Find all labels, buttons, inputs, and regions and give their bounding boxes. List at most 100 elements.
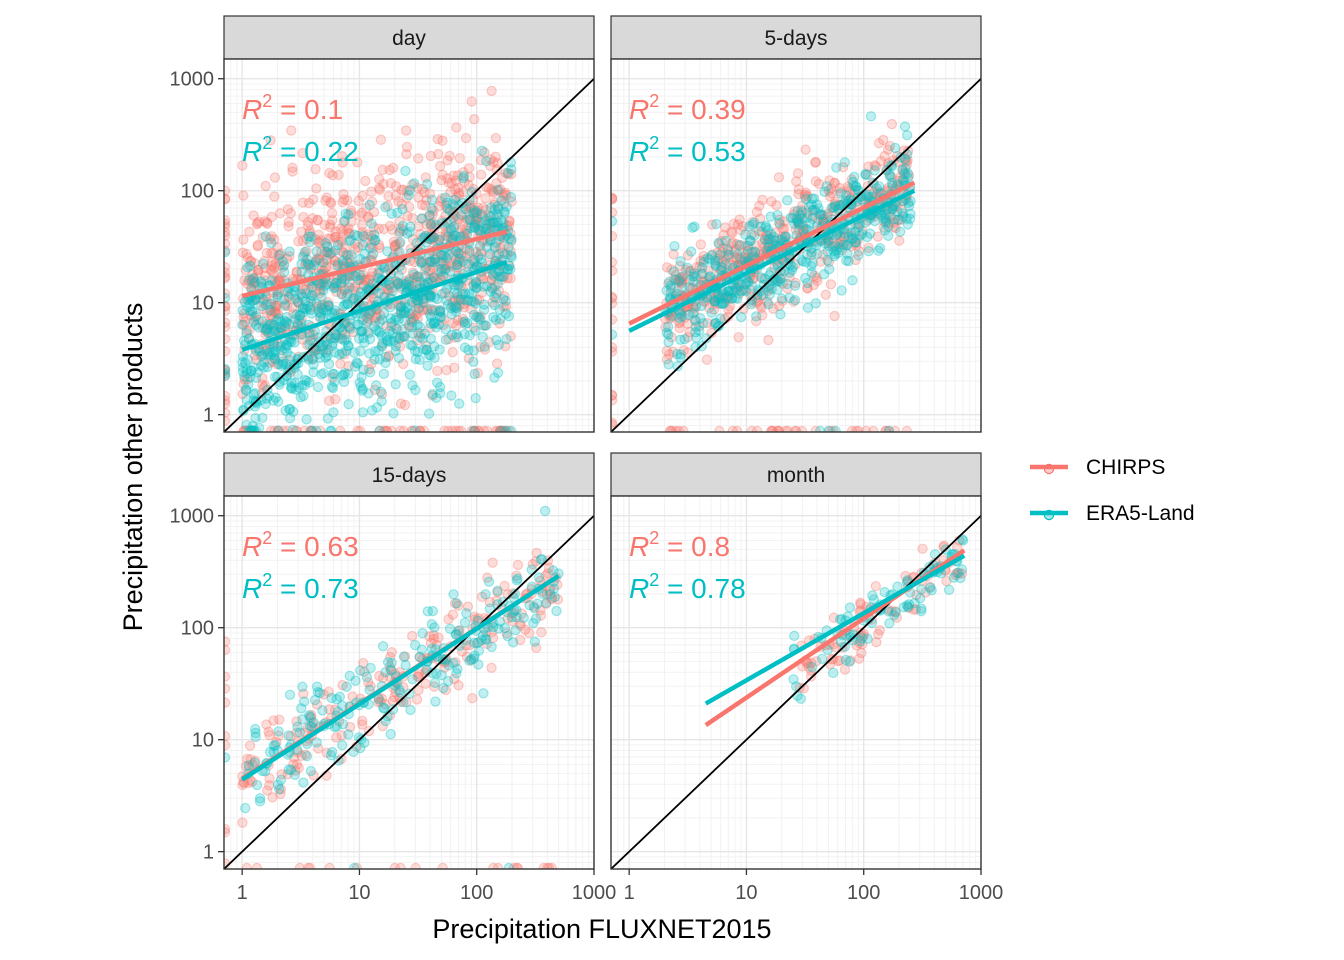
- scatter-point-zero-chirps: [880, 425, 892, 432]
- scatter-point-chirps: [470, 278, 482, 290]
- scatter-point-era5-land: [818, 269, 830, 280]
- scatter-point-chirps: [868, 187, 880, 198]
- scatter-point-era5-land: [285, 382, 297, 394]
- scatter-point-era5-land: [270, 392, 282, 403]
- scatter-point-chirps: [475, 311, 486, 322]
- scatter-point-era5-land: [294, 310, 306, 322]
- scatter-point-zero-x-chirps: [224, 227, 231, 238]
- scatter-point-chirps: [500, 341, 511, 352]
- scatter-point-era5-land: [463, 259, 474, 270]
- scatter-point-chirps: [377, 672, 389, 684]
- scatter-point-zero-chirps: [504, 425, 515, 432]
- scatter-point-era5-land: [358, 364, 369, 375]
- scatter-point-era5-land: [401, 302, 413, 314]
- scatter-point-era5-land: [452, 302, 463, 314]
- scatter-point-era5-land: [246, 305, 258, 316]
- scatter-point-chirps: [878, 216, 890, 227]
- scatter-point-chirps: [774, 272, 786, 284]
- scatter-point-chirps: [261, 247, 273, 259]
- scatter-point-chirps: [850, 254, 861, 266]
- scatter-point-era5-land: [320, 347, 332, 358]
- scatter-point-chirps: [491, 177, 502, 189]
- scatter-point-era5-land: [304, 260, 315, 271]
- scatter-point-era5-land: [720, 235, 732, 247]
- scatter-point-chirps: [303, 197, 315, 209]
- scatter-point-zero-chirps: [269, 425, 280, 432]
- scatter-point-era5-land: [464, 213, 476, 225]
- scatter-point-era5-land: [284, 246, 295, 257]
- scatter-point-era5-land: [902, 168, 914, 179]
- scatter-point-chirps: [499, 198, 510, 209]
- scatter-point-chirps: [796, 205, 807, 216]
- scatter-point-chirps: [414, 651, 425, 663]
- scatter-point-chirps: [429, 273, 441, 284]
- scatter-point-chirps: [293, 236, 304, 247]
- scatter-point-chirps: [545, 583, 556, 594]
- scatter-point-chirps: [376, 388, 388, 400]
- scatter-point-chirps: [368, 293, 380, 304]
- scatter-point-chirps: [282, 768, 293, 780]
- scatter-point-chirps: [424, 188, 436, 199]
- x-tick-label: 10: [348, 882, 370, 904]
- scatter-point-era5-land: [388, 408, 399, 419]
- scatter-point-era5-land: [551, 605, 562, 617]
- scatter-point-era5-land: [363, 327, 374, 339]
- scatter-point-chirps: [308, 329, 319, 340]
- scatter-point-era5-land: [496, 215, 507, 226]
- scatter-point-era5-land: [740, 229, 751, 240]
- scatter-point-era5-land: [323, 358, 335, 370]
- scatter-point-chirps: [407, 267, 419, 278]
- scatter-point-chirps: [425, 290, 436, 301]
- scatter-point-zero-x-chirps: [611, 346, 618, 357]
- scatter-point-chirps: [388, 236, 400, 247]
- scatter-point-era5-land: [248, 273, 259, 284]
- scatter-point-chirps: [797, 220, 809, 231]
- scatter-point-era5-land: [297, 714, 308, 725]
- scatter-point-chirps: [878, 222, 889, 233]
- scatter-point-chirps: [872, 628, 884, 640]
- scatter-point-chirps: [359, 666, 370, 678]
- scatter-point-zero-chirps: [272, 425, 284, 432]
- scatter-point-era5-land: [723, 285, 735, 297]
- scatter-point-chirps: [750, 240, 761, 251]
- scatter-point-era5-land: [478, 304, 490, 316]
- scatter-point-chirps: [731, 253, 743, 265]
- scatter-point-era5-land: [889, 142, 901, 154]
- scatter-point-era5-land: [403, 189, 414, 201]
- scatter-point-chirps: [734, 214, 745, 225]
- scatter-point-era5-land: [792, 205, 803, 217]
- scatter-point-era5-land: [452, 259, 463, 270]
- scatter-point-era5-land: [806, 267, 817, 279]
- scatter-point-chirps: [682, 318, 693, 330]
- scatter-point-chirps: [492, 157, 503, 169]
- scatter-point-era5-land: [368, 248, 379, 260]
- scatter-point-chirps: [487, 186, 498, 197]
- scatter-point-chirps: [268, 293, 279, 304]
- facet-strip-label: month: [767, 464, 825, 487]
- scatter-point-era5-land: [363, 388, 374, 399]
- scatter-point-chirps: [873, 138, 885, 149]
- x-tick-label: 1000: [572, 882, 617, 904]
- fit-line-era5-land: [704, 553, 966, 706]
- scatter-point-era5-land: [488, 209, 499, 221]
- scatter-point-chirps: [324, 704, 335, 715]
- scatter-point-era5-land: [406, 322, 418, 333]
- scatter-point-chirps: [884, 212, 895, 223]
- scatter-point-chirps: [343, 223, 354, 234]
- scatter-point-zero-chirps: [665, 425, 676, 432]
- scatter-point-era5-land: [262, 320, 274, 331]
- scatter-point-era5-land: [450, 629, 462, 640]
- scatter-point-chirps: [286, 125, 297, 136]
- scatter-point-chirps: [489, 197, 500, 208]
- scatter-point-era5-land: [903, 599, 915, 610]
- scatter-point-chirps: [264, 729, 275, 741]
- scatter-point-chirps: [896, 204, 907, 216]
- scatter-point-zero-era5-land: [506, 425, 517, 432]
- scatter-point-chirps: [789, 206, 800, 217]
- scatter-point-era5-land: [249, 277, 261, 288]
- scatter-point-chirps: [389, 240, 400, 252]
- scatter-point-era5-land: [478, 223, 489, 234]
- scatter-point-chirps: [688, 302, 700, 314]
- scatter-point-chirps: [262, 218, 273, 230]
- scatter-point-chirps: [469, 220, 480, 232]
